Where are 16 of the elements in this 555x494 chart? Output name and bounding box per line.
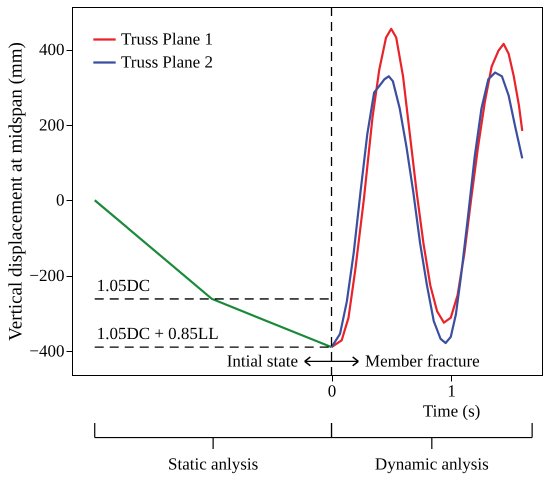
y-tick-label: 0 xyxy=(56,190,64,210)
legend-label: Truss Plane 1 xyxy=(121,30,213,48)
text: Dynamic anlysis xyxy=(374,454,489,474)
x-tick-label: 1 xyxy=(447,382,456,400)
annotation: Member fracture xyxy=(365,351,480,370)
annotation: 1.05DC + 0.85LL xyxy=(96,324,219,344)
x-axis-title: Time (s) xyxy=(422,402,480,420)
y-axis-title: Vertical displacement at midspan (mm) xyxy=(5,42,26,341)
y-tick-label: −200 xyxy=(29,266,64,286)
annotation: Intial state xyxy=(226,351,298,370)
y-tick-label: −400 xyxy=(29,341,64,360)
legend-label: Truss Plane 2 xyxy=(121,52,213,72)
annotation: 1.05DC xyxy=(96,276,150,295)
y-tick-label: 200 xyxy=(39,115,64,134)
y-tick-label: 400 xyxy=(39,40,64,60)
text: Static anlysis xyxy=(168,454,258,474)
